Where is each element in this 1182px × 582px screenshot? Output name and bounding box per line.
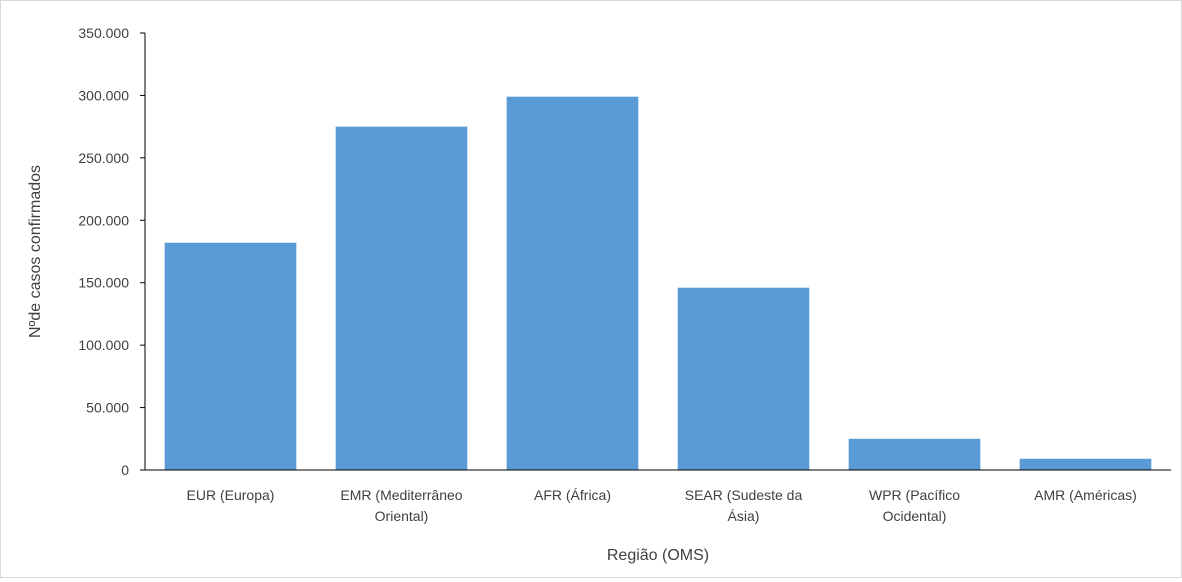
bar-1 bbox=[164, 242, 297, 470]
y-tick-label: 50.000 bbox=[86, 400, 129, 416]
y-axis-title: Nºde casos confirmados bbox=[27, 165, 44, 338]
bar-6 bbox=[1019, 458, 1152, 470]
bar-2 bbox=[335, 126, 468, 470]
x-tick-label-line: AMR (Américas) bbox=[1034, 487, 1137, 503]
x-tick-label: EMR (Mediterrâneo Oriental) bbox=[340, 487, 462, 524]
bars-group bbox=[164, 96, 1152, 471]
x-tick-label: AFR (África) bbox=[534, 487, 611, 503]
bar-3 bbox=[506, 96, 639, 471]
y-tick-label: 0 bbox=[121, 462, 129, 478]
x-tick-label-line: EMR (Mediterrâneo bbox=[340, 487, 462, 503]
x-tick-label: AMR (Américas) bbox=[1034, 487, 1137, 503]
y-tick-label: 100.000 bbox=[78, 337, 129, 353]
bar-5 bbox=[848, 438, 981, 470]
x-tick-label-line: Ocidental) bbox=[883, 508, 947, 524]
y-tick-label: 350.000 bbox=[78, 25, 129, 41]
x-tick-label-line: Oriental) bbox=[375, 508, 429, 524]
x-tick-label-line: EUR (Europa) bbox=[187, 487, 275, 503]
y-tick-label: 200.000 bbox=[78, 212, 129, 228]
x-axis-tick-labels: EUR (Europa) EMR (Mediterrâneo Oriental) AF… bbox=[187, 487, 1137, 524]
x-tick-label-line: SEAR (Sudeste da bbox=[685, 487, 803, 503]
y-tick-label: 150.000 bbox=[78, 275, 129, 291]
x-tick-label: SEAR (Sudeste da Ásia) bbox=[685, 487, 803, 524]
y-tick-label: 300.000 bbox=[78, 87, 129, 103]
y-tick-label: 250.000 bbox=[78, 150, 129, 166]
x-tick-label-line: Ásia) bbox=[728, 508, 760, 524]
bar-4 bbox=[677, 287, 810, 470]
x-tick-label: WPR (Pacífico Ocidental) bbox=[869, 487, 960, 524]
y-axis-ticks: 0 50.000 100.000 150.000 200.000 250.000 300.0… bbox=[78, 25, 145, 478]
x-tick-label: EUR (Europa) bbox=[187, 487, 275, 503]
x-tick-label-line: WPR (Pacífico bbox=[869, 487, 960, 503]
x-tick-label-line: AFR (África) bbox=[534, 487, 611, 503]
x-axis-title: Região (OMS) bbox=[607, 547, 709, 564]
